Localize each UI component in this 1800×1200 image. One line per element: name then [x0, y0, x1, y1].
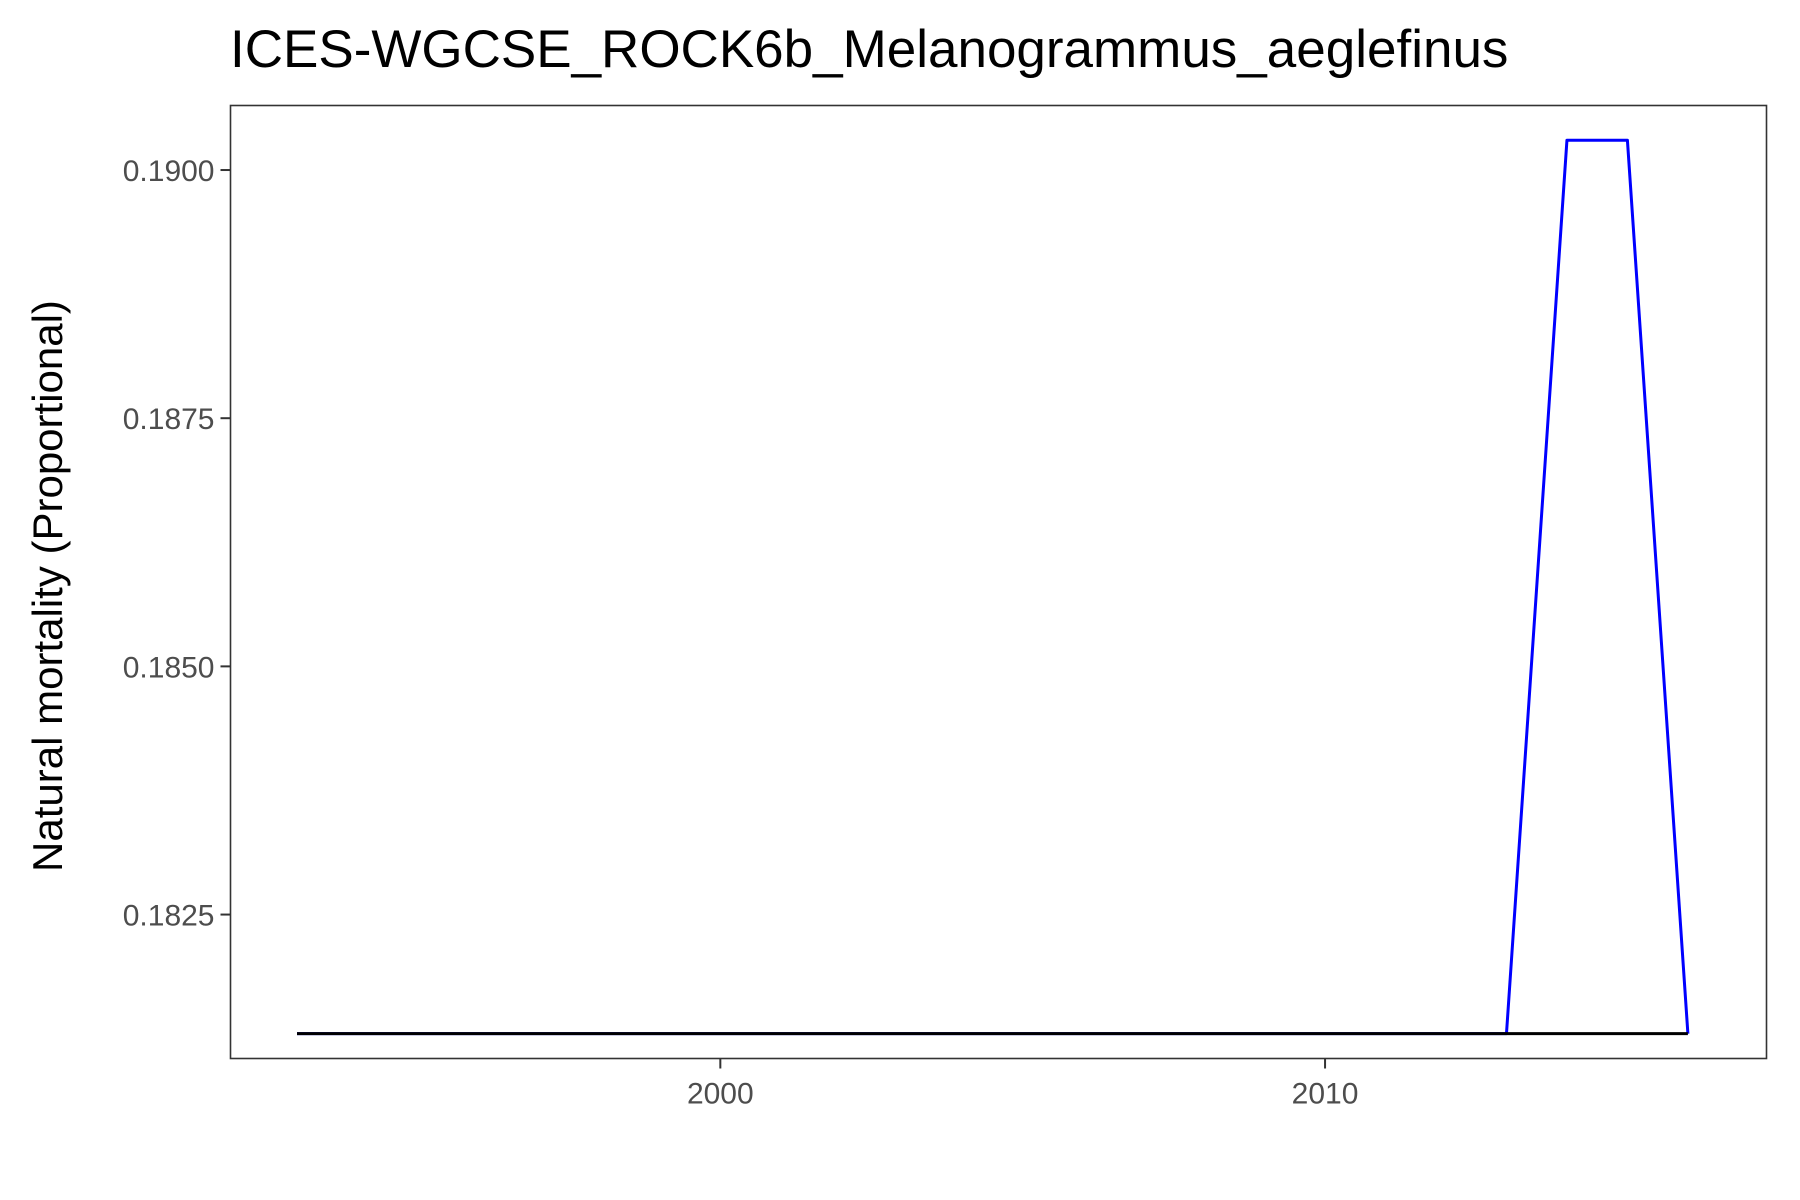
plot-area [229, 104, 1768, 1060]
y-tick-label: 0.1825 [123, 900, 215, 933]
series-layer [297, 138, 1690, 1036]
panel-border [229, 104, 1768, 1060]
x-tick-label: 2010 [1292, 1078, 1359, 1111]
x-axis: 2000 2010 [687, 1058, 1359, 1111]
y-axis: 0.1825 0.1850 0.1875 0.1900 [123, 155, 231, 933]
series-line-1 [297, 138, 1690, 1036]
y-axis-title: Natural mortality (Proportional) [24, 300, 71, 872]
x-tick-label: 2000 [687, 1078, 754, 1111]
chart-title: ICES-WGCSE_ROCK6b_Melanogrammus_aeglefin… [230, 20, 1508, 79]
y-tick-label: 0.1850 [123, 651, 215, 684]
y-tick-label: 0.1875 [123, 403, 215, 436]
y-tick-label: 0.1900 [123, 155, 215, 188]
